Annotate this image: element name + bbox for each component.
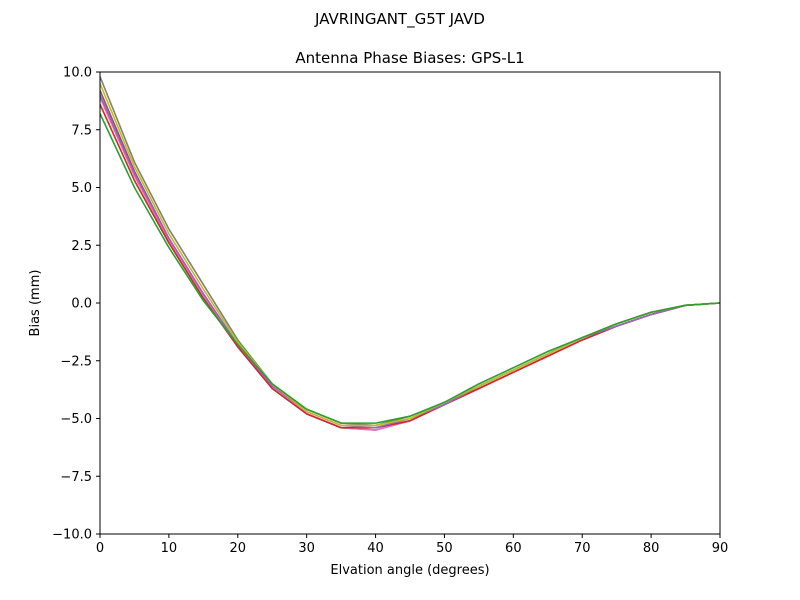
y-tick-label: 2.5 [71,239,92,254]
x-tick-label: 30 [298,541,315,556]
y-tick-label: 10.0 [63,66,92,81]
x-axis: 0 10 20 30 40 50 60 70 80 90 [96,534,728,556]
y-tick-label: −5.0 [60,412,92,427]
x-tick-label: 80 [643,541,660,556]
y-axis-label: Bias (mm) [28,270,43,337]
x-axis-label: Elvation angle (degrees) [330,563,489,578]
y-tick-label: 7.5 [71,123,92,138]
x-tick-label: 50 [436,541,453,556]
x-tick-label: 70 [574,541,591,556]
x-tick-label: 10 [161,541,178,556]
x-tick-label: 20 [230,541,247,556]
y-tick-label: −2.5 [60,354,92,369]
y-tick-label: −10.0 [52,528,92,543]
series-line-azimuth-7 [100,113,720,424]
y-axis: −10.0 −7.5 −5.0 −2.5 0.0 2.5 5.0 7.5 10.0 [52,66,100,543]
x-tick-label: 0 [96,541,104,556]
y-tick-label: 0.0 [71,297,92,312]
y-tick-label: 5.0 [71,181,92,196]
figure-suptitle: JAVRINGANT_G5T JAVD [314,10,485,29]
x-tick-label: 90 [712,541,729,556]
chart-title: Antenna Phase Biases: GPS-L1 [295,49,524,67]
x-tick-label: 60 [505,541,522,556]
x-tick-label: 40 [367,541,384,556]
y-tick-label: −7.5 [60,470,92,485]
series-layer [100,76,720,431]
